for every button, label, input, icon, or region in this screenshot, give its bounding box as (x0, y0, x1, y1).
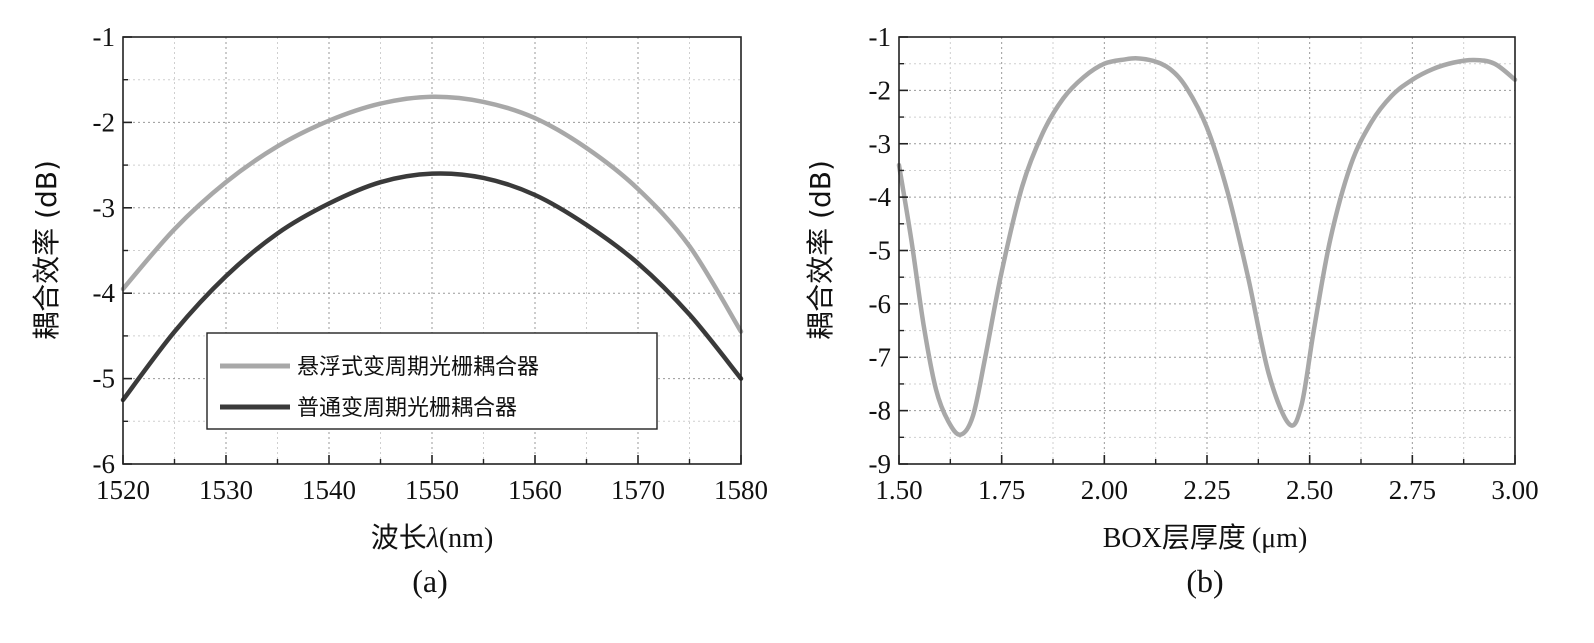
x-tick-label: 1530 (199, 475, 253, 505)
y-tick-label: -6 (869, 289, 892, 319)
ticks-b: 1.50 1.75 2.00 2.25 2.50 2.75 3.00 -1 -2 -3 -4 -5 -6… (869, 22, 1539, 505)
x-tick-label: 1550 (405, 475, 459, 505)
chart-b: 1.50 1.75 2.00 2.25 2.50 2.75 3.00 -1 -2 -3 -4 -5 -6… (804, 22, 1539, 599)
x-tick-label: 1.50 (875, 475, 922, 505)
caption-a: (a) (412, 563, 448, 599)
y-tick-label: -9 (869, 449, 892, 479)
series-line-2 (120, 171, 744, 403)
x-tick-label: 2.25 (1183, 475, 1230, 505)
series-group-b (896, 56, 1518, 437)
y-tick-label: -6 (93, 449, 116, 479)
x-tick-label: 1580 (714, 475, 768, 505)
caption-b: (b) (1186, 563, 1223, 599)
y-tick-label: -4 (93, 278, 116, 308)
series-line-1 (896, 56, 1518, 437)
x-tick-label: 1540 (302, 475, 356, 505)
series-line-1 (120, 94, 744, 334)
chart-panel-b: 1.50 1.75 2.00 2.25 2.50 2.75 3.00 -1 -2 -3 -4 -5 -6… (790, 0, 1594, 643)
x-tick-label: 2.75 (1389, 475, 1436, 505)
y-tick-label: -7 (869, 342, 892, 372)
x-axis-label-a-unit: (nm) (439, 523, 493, 554)
y-tick-label: -3 (869, 129, 892, 159)
legend-label-suspended: 悬浮式变周期光栅耦合器 (297, 355, 539, 380)
y-tick-label: -8 (869, 396, 892, 426)
x-tick-label: 2.50 (1286, 475, 1333, 505)
legend-box (206, 332, 658, 430)
grid-b (899, 37, 1515, 464)
series-group-a (120, 94, 744, 403)
plot-frame-b (898, 36, 1516, 465)
x-axis-label-a-main: 波长 (371, 521, 427, 554)
legend-label-normal: 普通变周期光栅耦合器 (297, 396, 517, 421)
legend-a: 悬浮式变周期光栅耦合器 普通变周期光栅耦合器 (206, 332, 658, 430)
y-tick-label: -5 (93, 364, 116, 394)
x-tick-label: 3.00 (1491, 475, 1538, 505)
x-tick-label: 1.75 (978, 475, 1025, 505)
ticks-a: 1520 1530 1540 1550 1560 1570 1580 -1 -2 -3 -4 -5 -6 (93, 22, 769, 505)
x-tick-label: 1560 (508, 475, 562, 505)
x-tick-label: 1570 (611, 475, 665, 505)
y-axis-label-b: 耦合效率 (dB) (804, 160, 837, 340)
x-tick-label: 2.00 (1081, 475, 1128, 505)
y-tick-label: -1 (869, 22, 892, 52)
x-axis-label-a-symbol: λ (426, 523, 439, 554)
chart-a: 1520 1530 1540 1550 1560 1570 1580 -1 -2 -3 -4 -5 -6… (30, 22, 769, 599)
y-tick-label: -3 (93, 193, 116, 223)
y-tick-label: -5 (869, 236, 892, 266)
x-axis-label-b-unit: (μm) (1252, 523, 1307, 554)
x-axis-label-b-main: BOX层厚度 (1103, 522, 1246, 554)
x-tick-label: 1520 (96, 475, 150, 505)
y-tick-label: -2 (93, 107, 116, 137)
x-axis-label-a: 波长λ(nm) (371, 521, 494, 554)
chart-panel-a: 1520 1530 1540 1550 1560 1570 1580 -1 -2 -3 -4 -5 -6… (0, 0, 790, 643)
y-tick-label: -1 (93, 22, 116, 52)
y-axis-label-a: 耦合效率 (dB) (30, 160, 63, 340)
y-tick-label: -2 (869, 75, 892, 105)
x-axis-label-b: BOX层厚度 (μm) (1103, 522, 1308, 554)
y-tick-label: -4 (869, 182, 892, 212)
